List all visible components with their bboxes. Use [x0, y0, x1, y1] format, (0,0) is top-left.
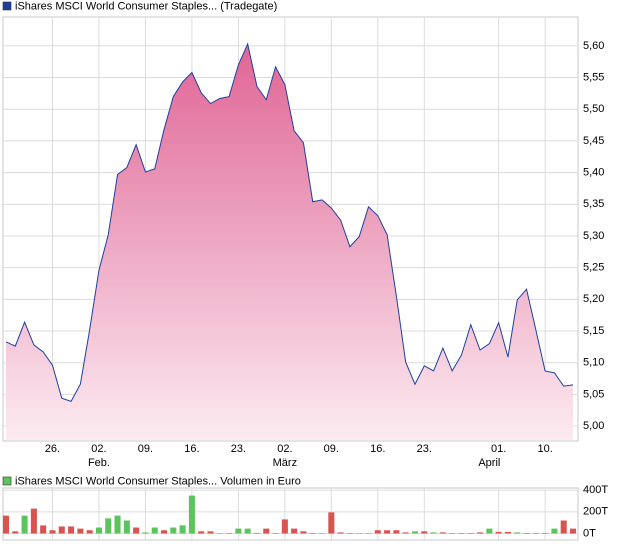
- x-month-label: Feb.: [88, 457, 110, 469]
- volume-bar: [449, 532, 456, 534]
- volume-bar: [467, 532, 474, 534]
- volume-bar: [542, 532, 549, 534]
- y-tick-label: 400T: [583, 484, 608, 496]
- volume-bar: [421, 531, 428, 534]
- volume-bar: [49, 530, 56, 534]
- volume-bar: [328, 512, 335, 534]
- y-tick-label: 5,50: [583, 103, 604, 115]
- legend-swatch: [2, 1, 12, 11]
- volume-bar: [58, 526, 65, 534]
- volume-bar: [402, 532, 409, 534]
- x-tick-label: 23.: [231, 443, 246, 455]
- x-tick-label: 09.: [324, 443, 339, 455]
- price-area: [6, 43, 573, 441]
- volume-bar: [114, 515, 121, 534]
- legend-swatch: [2, 476, 12, 486]
- y-tick-label: 5,10: [583, 357, 604, 369]
- y-tick-label: 5,35: [583, 198, 604, 210]
- volume-bar: [151, 527, 158, 534]
- y-tick-label: 5,15: [583, 325, 604, 337]
- volume-bar: [384, 530, 391, 534]
- volume-bar: [300, 531, 307, 534]
- x-tick-label: 16.: [184, 443, 199, 455]
- volume-bar: [21, 515, 28, 534]
- y-tick-label: 5,00: [583, 420, 604, 432]
- volume-bar: [495, 531, 502, 534]
- volume-bar: [179, 525, 186, 534]
- y-tick-label: 5,45: [583, 135, 604, 147]
- y-tick-label: 5,60: [583, 40, 604, 52]
- x-tick-label: 23.: [417, 443, 432, 455]
- volume-bar: [77, 528, 84, 534]
- x-tick-label: 10.: [537, 443, 552, 455]
- volume-bar: [188, 495, 195, 534]
- volume-bar: [411, 531, 419, 534]
- volume-bar: [281, 519, 288, 534]
- volume-bar: [532, 532, 539, 534]
- volume-bar: [133, 527, 140, 534]
- volume-bar: [95, 527, 102, 534]
- volume-bar: [337, 532, 344, 534]
- volume-bar: [216, 532, 223, 534]
- volume-bar: [291, 528, 298, 534]
- volume-bar: [346, 532, 353, 534]
- y-tick-label: 5,20: [583, 293, 604, 305]
- x-tick-label: 16.: [370, 443, 385, 455]
- volume-bar: [319, 532, 326, 534]
- volume-bar: [123, 520, 130, 534]
- volume-bar: [439, 532, 446, 534]
- x-tick-label: 26.: [45, 443, 60, 455]
- volume-bar: [2, 515, 10, 534]
- volume-bar: [477, 532, 484, 534]
- volume-bar: [569, 528, 577, 534]
- volume-bar: [560, 520, 567, 534]
- volume-bar: [309, 532, 316, 534]
- volume-bar: [170, 527, 177, 534]
- y-tick-label: 5,55: [583, 71, 604, 83]
- y-tick-label: 0T: [583, 527, 596, 539]
- volume-bar: [253, 532, 260, 534]
- x-month-label: März: [273, 457, 297, 469]
- volume-bar: [365, 532, 372, 534]
- volume-bar: [105, 518, 112, 534]
- volume-bar: [272, 532, 279, 534]
- volume-bar: [160, 530, 168, 534]
- y-tick-label: 5,30: [583, 230, 604, 242]
- volume-bar: [226, 532, 233, 534]
- volume-bar: [551, 528, 558, 534]
- volume-bar: [393, 530, 400, 534]
- volume-bar: [86, 530, 93, 534]
- volume-bar: [514, 532, 521, 534]
- volume-bar: [68, 526, 75, 534]
- legend-label: iShares MSCI World Consumer Staples... V…: [15, 475, 301, 487]
- x-tick-label: 09.: [138, 443, 153, 455]
- y-tick-label: 5,05: [583, 388, 604, 400]
- volume-bar: [30, 508, 37, 534]
- volume-bar: [486, 528, 493, 534]
- volume-bar: [458, 532, 465, 534]
- volume-bar: [40, 525, 47, 534]
- volume-bar: [263, 528, 270, 534]
- x-tick-label: 02.: [91, 443, 106, 455]
- x-month-label: April: [478, 457, 500, 469]
- y-tick-label: 5,40: [583, 167, 604, 179]
- volume-bar: [235, 528, 242, 534]
- volume-bar: [198, 531, 205, 534]
- legend-label: iShares MSCI World Consumer Staples... (…: [15, 0, 277, 12]
- volume-bar: [504, 531, 511, 534]
- price-line: [5, 42, 574, 402]
- volume-bar: [356, 532, 363, 534]
- volume-bar: [12, 531, 19, 534]
- volume-bar: [207, 531, 214, 534]
- y-tick-label: 5,25: [583, 262, 604, 274]
- y-tick-label: 200T: [583, 506, 608, 518]
- volume-bar: [244, 528, 251, 534]
- x-tick-label: 02.: [277, 443, 292, 455]
- volume-bar: [374, 530, 381, 534]
- volume-bar: [142, 532, 149, 534]
- volume-bar: [430, 532, 437, 534]
- volume-bar: [523, 532, 530, 534]
- x-tick-label: 01.: [491, 443, 506, 455]
